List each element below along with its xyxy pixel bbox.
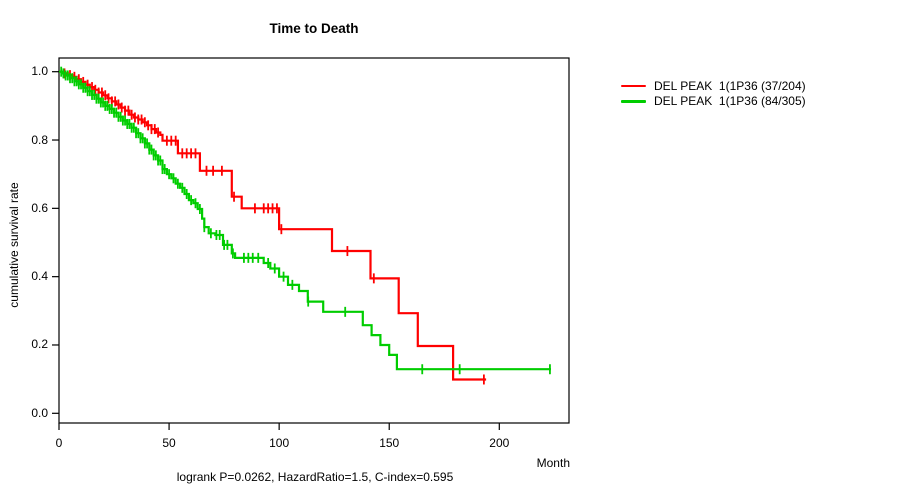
legend-line-swatch (621, 100, 646, 103)
y-tick-label: 0.2 (31, 337, 48, 352)
x-tick-label: 100 (269, 436, 290, 450)
legend-entry-label: DEL PEAK 1(1P36 (84/305) (654, 94, 806, 109)
y-tick-label: 1.0 (31, 64, 48, 79)
x-tick-label: 200 (489, 436, 510, 450)
legend-entry: DEL PEAK 1(1P36 (37/204) (621, 78, 806, 94)
legend-entry: DEL PEAK 1(1P36 (84/305) (621, 94, 806, 110)
stats-annotation: logrank P=0.0262, HazardRatio=1.5, C-ind… (176, 470, 454, 484)
x-tick-label: 0 (55, 436, 63, 450)
y-tick-label: 0.4 (31, 269, 48, 284)
plot-title: Time to Death (269, 21, 359, 36)
legend-entry-label: DEL PEAK 1(1P36 (37/204) (654, 78, 806, 93)
legend-line-swatch (621, 84, 646, 87)
y-tick-label: 0.6 (31, 200, 48, 215)
legend: DEL PEAK 1(1P36 (37/204) DEL PEAK 1(1P36 … (621, 78, 806, 109)
plot-box (58, 57, 570, 424)
y-tick-label: 0.0 (31, 405, 48, 420)
y-tick-label: 0.8 (31, 132, 48, 147)
x-tick-label: 150 (379, 436, 400, 450)
x-tick-label: 50 (162, 436, 176, 450)
x-axis-label: Month (536, 456, 570, 470)
